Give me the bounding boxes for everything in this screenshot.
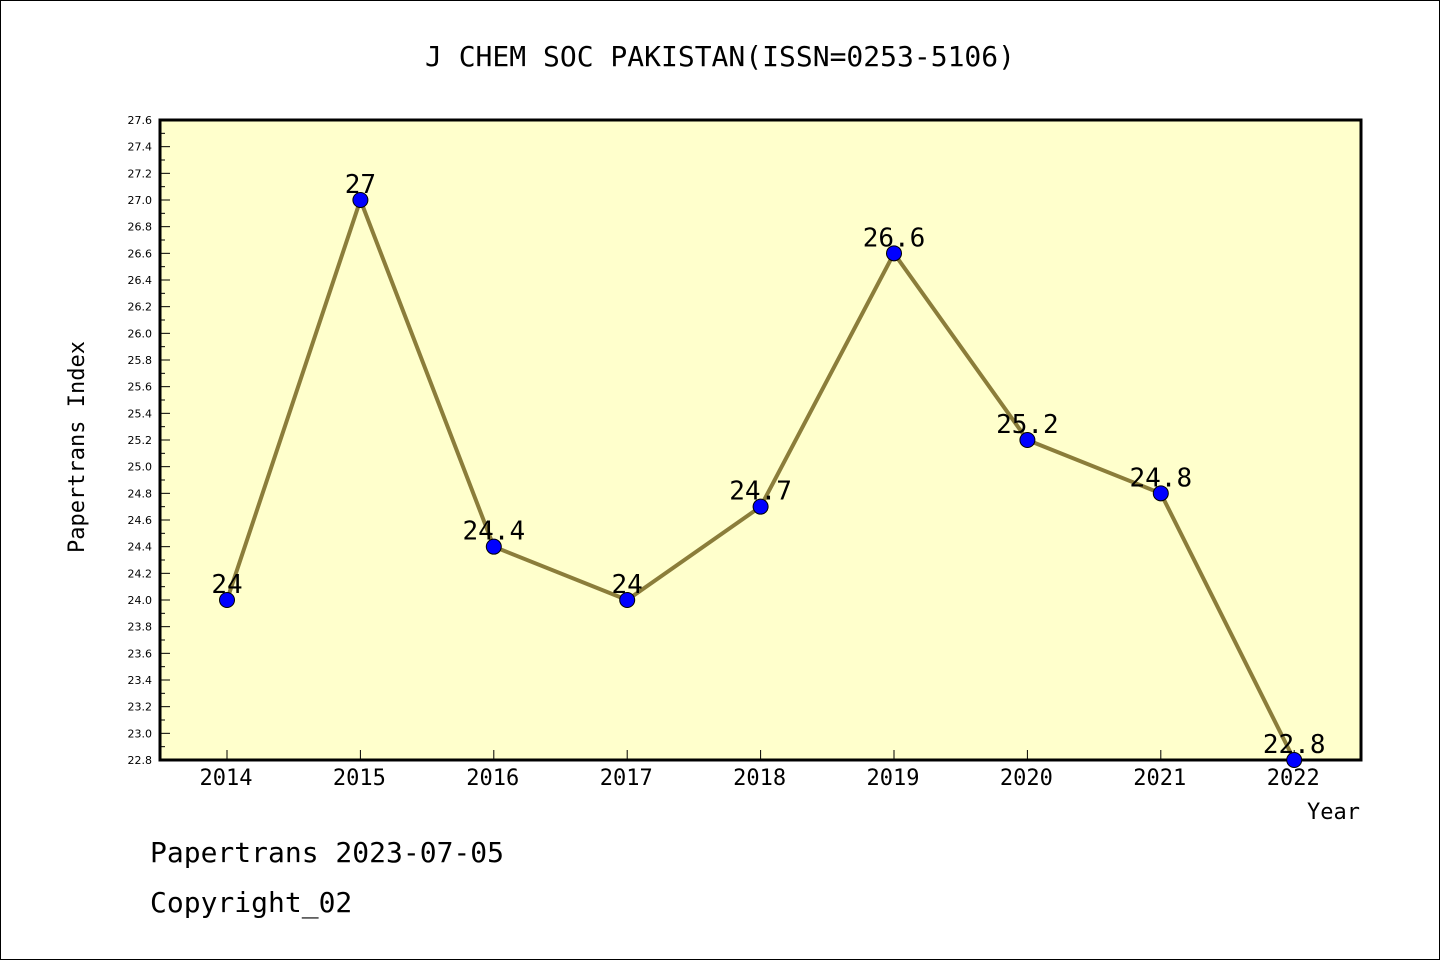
data-point: [219, 592, 235, 608]
x-axis-label: Year: [1307, 800, 1360, 825]
y-tick-label: 27.2: [128, 167, 153, 180]
y-tick-label: 27.4: [128, 141, 153, 154]
y-tick-label: 24.2: [128, 567, 153, 580]
y-axis: 22.8 23.0 23.2 23.4 23.6 23.8 24.0 24.2 24.4 24.6…: [128, 114, 170, 767]
data-point: [619, 592, 636, 608]
y-tick-label: 23.0: [128, 727, 153, 740]
y-tick-label: 26.2: [128, 301, 153, 314]
data-point: [485, 538, 502, 555]
chart-title: J CHEM SOC PAKISTAN(ISSN=0253-5106): [425, 40, 1015, 73]
y-tick-label: 26.6: [128, 247, 153, 260]
x-tick-label: 2014: [200, 766, 253, 791]
y-tick-label: 25.2: [128, 434, 153, 447]
y-tick-label: 23.6: [128, 647, 153, 660]
data-point: [1019, 432, 1036, 448]
y-tick-label: 27.0: [128, 194, 153, 207]
plot-area: [158, 118, 1363, 762]
x-tick-label: 2018: [733, 766, 786, 791]
y-tick-label: 23.4: [128, 674, 153, 687]
x-tick-label: 2022: [1267, 766, 1320, 791]
y-axis-label: Papertrans Index: [65, 341, 90, 553]
y-tick-label: 25.6: [128, 381, 153, 394]
x-tick-label: 2016: [466, 766, 519, 791]
y-tick-label: 24.8: [128, 487, 153, 500]
y-tick-label: 27.6: [128, 114, 153, 127]
x-tick-label: 2019: [867, 766, 920, 791]
data-label: 22.8: [1263, 730, 1326, 760]
y-tick-label: 26.4: [128, 274, 153, 287]
y-tick-label: 24.4: [128, 541, 153, 554]
y-tick-label: 25.8: [128, 354, 153, 367]
data-point: [1286, 752, 1303, 768]
data-label: 24.4: [462, 517, 525, 547]
data-point: [886, 245, 902, 262]
markers-group: [219, 192, 1303, 768]
data-point: [1152, 485, 1169, 502]
y-tick-label: 25.4: [128, 407, 153, 420]
footer-date: Papertrans 2023-07-05: [150, 836, 505, 869]
data-label: 24.7: [729, 477, 792, 507]
footer-copyright: Copyright_02: [150, 886, 353, 919]
x-tick-label: 2017: [600, 766, 653, 791]
data-label: 24.8: [1129, 463, 1192, 493]
x-axis: 2014 2015 2016 2017 2018 2019 2020 2021 2022: [200, 750, 1320, 791]
x-tick-label: 2020: [1000, 766, 1053, 791]
data-label: 26.6: [863, 223, 926, 253]
data-labels-group: 24 27 24.4 24 24.7 26.6 25.2 24.8 22.8: [211, 170, 1325, 760]
x-tick-label: 2015: [333, 766, 386, 791]
y-tick-label: 23.8: [128, 621, 153, 634]
data-point: [752, 498, 769, 515]
y-tick-label: 24.0: [128, 594, 153, 607]
y-tick-label: 22.8: [128, 754, 153, 767]
y-tick-label: 23.2: [128, 701, 153, 714]
y-tick-label: 26.0: [128, 327, 153, 340]
data-point: [352, 192, 369, 208]
y-tick-label: 25.0: [128, 461, 153, 474]
data-label: 24: [612, 570, 643, 600]
y-tick-label: 24.6: [128, 514, 153, 527]
data-label: 27: [345, 170, 376, 200]
data-label: 25.2: [996, 410, 1059, 440]
y-tick-label: 26.8: [128, 221, 153, 234]
x-tick-label: 2021: [1133, 766, 1186, 791]
data-label: 24: [211, 570, 242, 600]
